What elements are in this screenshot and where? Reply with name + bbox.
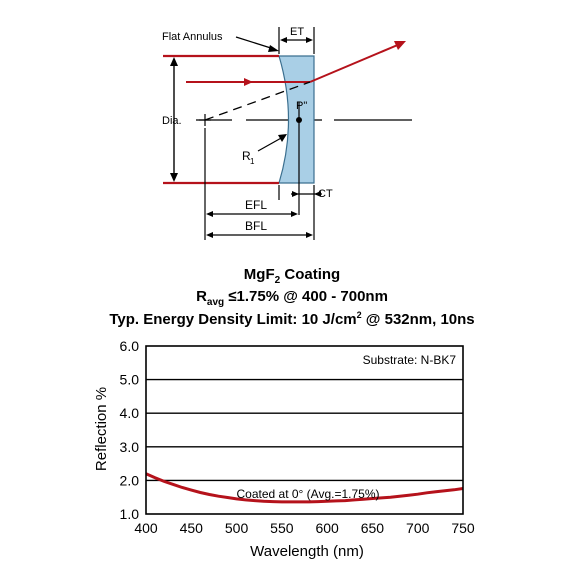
y-tick-labels: 1.0 2.0 3.0 4.0 5.0 6.0 [120,338,140,522]
plot-frame [145,345,464,515]
flat-annulus-pointer-head [268,45,279,52]
radius-label: R [242,149,251,163]
series-label: Coated at 0° (Avg.=1.75%) [237,487,380,501]
dia-arrow-bottom-head [170,173,178,182]
flat-annulus-pointer [235,36,275,50]
refracted-ray [309,43,401,83]
ct-arrow-left [292,191,299,197]
x-tick-label: 550 [270,520,294,536]
title-line-3: Typ. Energy Density Limit: 10 J/cm2 @ 53… [109,310,474,328]
bfl-label: BFL [245,219,267,233]
principal-point-label: P" [296,100,307,112]
grid-lines [146,378,463,482]
x-tick-label: 650 [361,520,385,536]
y-tick-label: 1.0 [120,506,140,522]
x-tick-label: 450 [180,520,204,536]
et-arrow-left [280,37,287,43]
efl-arrow-right [291,211,298,217]
y-tick-label: 5.0 [120,372,140,388]
ct-label: CT [318,188,333,200]
x-tick-label: 400 [134,520,158,536]
radius-label-subscript: 1 [250,157,255,166]
reflection-chart: 1.0 2.0 3.0 4.0 5.0 6.0 400 450 500 550 600 650 700… [93,338,475,560]
radius-pointer-head [278,134,287,142]
reflection-curve [145,472,464,504]
virtual-ray [204,81,311,121]
x-tick-label: 600 [315,520,339,536]
y-tick-label: 3.0 [120,439,140,455]
dia-arrow-top-head [170,57,178,66]
y-tick-label: 4.0 [120,405,140,421]
x-tick-label: 750 [451,520,475,536]
x-tick-label: 700 [406,520,430,536]
et-label: ET [290,26,304,38]
bfl-arrow-left [206,232,213,238]
title-line-2: Ravg ≤1.75% @ 400 - 700nm [196,288,388,308]
y-axis-title: Reflection % [93,387,110,471]
lens-diagram: Dia. P" R 1 Flat Annulus ET [162,26,412,240]
incoming-ray-head [244,78,253,86]
bfl-arrow-right [306,232,313,238]
et-arrow-right [306,37,313,43]
substrate-label: Substrate: N-BK7 [363,353,457,367]
x-axis-title: Wavelength (nm) [250,543,364,560]
radius-pointer [257,136,284,152]
x-tick-labels: 400 450 500 550 600 650 700 750 [134,520,475,536]
refracted-ray-head [394,41,406,50]
y-tick-label: 2.0 [120,472,140,488]
y-tick-label: 6.0 [120,338,140,354]
x-tick-label: 500 [225,520,249,536]
efl-arrow-left [206,211,213,217]
title-line-1: MgF2 Coating [244,266,340,286]
dia-label: Dia. [162,115,182,127]
flat-annulus-label: Flat Annulus [162,31,223,43]
chart-title: MgF2 Coating Ravg ≤1.75% @ 400 - 700nm T… [109,266,474,328]
efl-label: EFL [245,198,267,212]
